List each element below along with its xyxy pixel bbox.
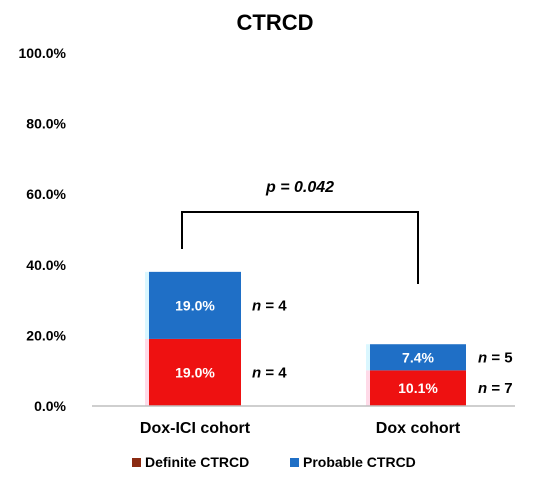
bar-edge-glow <box>366 344 370 371</box>
y-tick-label: 60.0% <box>26 186 66 202</box>
y-tick-label: 20.0% <box>26 327 66 343</box>
legend-label: Probable CTRCD <box>303 454 416 470</box>
bar-value-label: 19.0% <box>175 364 215 380</box>
bar-edge-glow <box>145 271 149 339</box>
significance-bracket: p = 0.042 <box>181 179 419 284</box>
bars-group: 19.0% 19.0% 10.1% 7.4% <box>145 271 466 406</box>
bracket-line <box>181 211 419 284</box>
legend-swatch <box>290 458 299 467</box>
n-label: n = 5 <box>478 349 513 366</box>
category-labels: Dox-ICI cohort Dox cohort <box>140 420 461 437</box>
bar-value-label: 19.0% <box>175 297 215 313</box>
category-label: Dox-ICI cohort <box>140 420 251 437</box>
bar-segment-definite <box>370 370 466 406</box>
bar-value-label: 7.4% <box>402 349 434 365</box>
n-label: n = 4 <box>252 297 287 314</box>
y-tick-label: 40.0% <box>26 257 66 273</box>
y-tick-label: 0.0% <box>34 398 66 414</box>
n-label: n = 7 <box>478 380 513 397</box>
bar-edge-glow <box>366 370 370 406</box>
y-tick-label: 100.0% <box>19 45 67 61</box>
bar-edge-glow <box>145 338 149 406</box>
bar-value-label: 10.1% <box>398 380 438 396</box>
legend-label: Definite CTRCD <box>145 454 249 470</box>
chart-title: CTRCD <box>237 10 314 35</box>
bar-segment-probable <box>149 271 241 339</box>
legend: Definite CTRCD Probable CTRCD <box>132 454 416 470</box>
bar-segment-probable <box>370 344 466 371</box>
n-label: n = 4 <box>252 364 287 381</box>
n-labels-group: n = 4 n = 4 n = 7 n = 5 <box>252 297 513 397</box>
p-value-annotation: p = 0.042 <box>265 179 334 196</box>
y-tick-label: 80.0% <box>26 116 66 132</box>
legend-swatch <box>132 458 141 467</box>
y-axis-ticks: 0.0% 20.0% 40.0% 60.0% 80.0% 100.0% <box>19 45 67 414</box>
category-label: Dox cohort <box>376 420 461 437</box>
bar-segment-definite <box>149 338 241 406</box>
